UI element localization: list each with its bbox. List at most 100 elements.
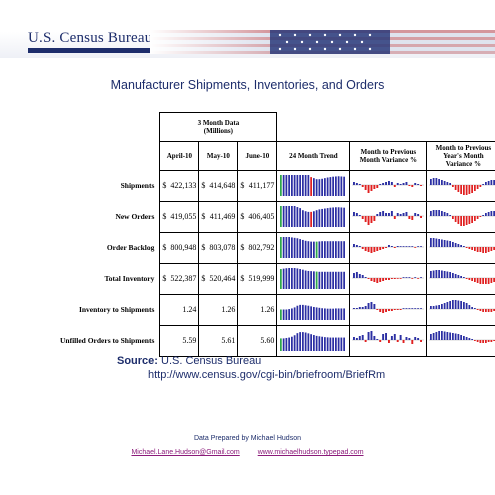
yoy-bar (446, 240, 449, 247)
trend-bar (288, 337, 291, 351)
credit-line: Data Prepared by Michael Hudson (193, 435, 301, 442)
trend-bar (299, 331, 302, 351)
mom-sparkline (352, 180, 425, 193)
mom-bar (382, 246, 385, 249)
yoy-bar (485, 181, 488, 185)
trend-bar (310, 211, 313, 227)
mom-cell (349, 262, 428, 295)
trend-bar (283, 309, 285, 320)
yoy-bar (482, 277, 485, 284)
mom-bar (414, 182, 417, 185)
trend-bar (307, 305, 310, 320)
currency-cell (237, 324, 247, 357)
table-row: Shipments $422,133 $414,648 $411,177 (58, 169, 495, 202)
mom-bar (376, 338, 379, 340)
trend-bar (285, 337, 288, 351)
yoy-bar (474, 215, 477, 221)
currency-cell: $ (159, 169, 169, 202)
yoy-bar (433, 332, 435, 340)
value-cell: 5.60 (246, 324, 278, 357)
yoy-bar (482, 339, 485, 343)
trend-bar (299, 268, 302, 289)
mom-bar (417, 213, 420, 216)
trend-sparkline (280, 174, 346, 196)
trend-bar (332, 240, 335, 258)
trend-bar (321, 208, 324, 227)
value-cell: 803,078 (207, 231, 239, 264)
yoy-bar (485, 339, 488, 343)
yoy-bar (452, 215, 455, 219)
yoy-bar (482, 214, 485, 216)
source-label: Source: (117, 355, 158, 367)
value-cell: 802,792 (246, 231, 278, 264)
mom-bar (370, 215, 373, 223)
mom-bar (359, 306, 362, 309)
trend-sparkline (280, 205, 346, 227)
yoy-bar (493, 308, 495, 311)
trend-bar (340, 240, 343, 258)
trend-bar (299, 304, 302, 320)
mom-bar (385, 308, 388, 312)
trend-bar (324, 336, 327, 351)
mom-bar (356, 337, 359, 340)
mom-bar (376, 213, 379, 216)
trend-bar (343, 207, 346, 227)
source-url[interactable]: http://www.census.gov/cgi-bin/briefroom/… (148, 369, 386, 381)
yoy-bar (444, 270, 446, 278)
trend-bar (296, 305, 299, 320)
mom-bar (370, 301, 373, 309)
trend-bar (335, 240, 338, 258)
mom-bar (394, 333, 397, 340)
mom-bar (370, 184, 373, 191)
yoy-bar (490, 308, 493, 312)
mom-bar (391, 277, 394, 279)
trend-bar (329, 176, 332, 196)
trend-bar (329, 337, 332, 351)
trend-cell (276, 200, 351, 233)
trend-bar (288, 174, 291, 196)
mom-bar (420, 184, 423, 186)
mom-bar (402, 212, 405, 216)
trend-bar (299, 207, 302, 227)
mom-bar (356, 244, 359, 247)
trend-bar (283, 205, 285, 227)
email-link[interactable]: Michael.Lane.Hudson@Gmail.com (131, 449, 240, 456)
mom-bar (359, 183, 362, 185)
mom-cell (349, 293, 428, 326)
mom-bar (391, 181, 394, 185)
yoy-bar (493, 246, 495, 250)
yoy-bar (477, 184, 479, 189)
yoy-bar (430, 210, 433, 216)
mom-sparkline (352, 210, 425, 225)
row-label: Unfilled Orders to Shipments (60, 336, 155, 345)
mom-bar (394, 184, 397, 187)
mom-bar (394, 308, 397, 310)
trend-bar (316, 335, 318, 351)
yoy-bar (488, 308, 490, 312)
trend-bar (335, 337, 338, 351)
currency-cell: $ (159, 262, 169, 295)
trend-bar (332, 206, 335, 227)
group-header-text: 3 Month Data (Millions) (197, 118, 240, 135)
currency-cell (198, 324, 208, 357)
yoy-bar (449, 300, 452, 309)
mom-bar (391, 210, 394, 216)
yoy-bar (441, 303, 444, 309)
mom-bar (391, 335, 394, 340)
trend-sparkline (280, 267, 346, 289)
website-link[interactable]: www.michaelhudson.typepad.com (257, 449, 364, 456)
trend-bar (327, 271, 329, 289)
yoy-bar (479, 246, 482, 252)
trend-bar (285, 205, 288, 227)
source-text: U.S. Census Bureau (161, 355, 262, 367)
mom-bar (379, 277, 382, 282)
yoy-cell (426, 231, 495, 264)
trend-bar (332, 176, 335, 196)
yoy-bar (474, 184, 477, 191)
mom-sparkline (352, 330, 425, 344)
mom-bar (353, 181, 356, 185)
mom-bar (370, 246, 373, 253)
trend-bar (310, 270, 313, 289)
mom-bar (365, 215, 367, 222)
yoy-bar (471, 338, 474, 340)
